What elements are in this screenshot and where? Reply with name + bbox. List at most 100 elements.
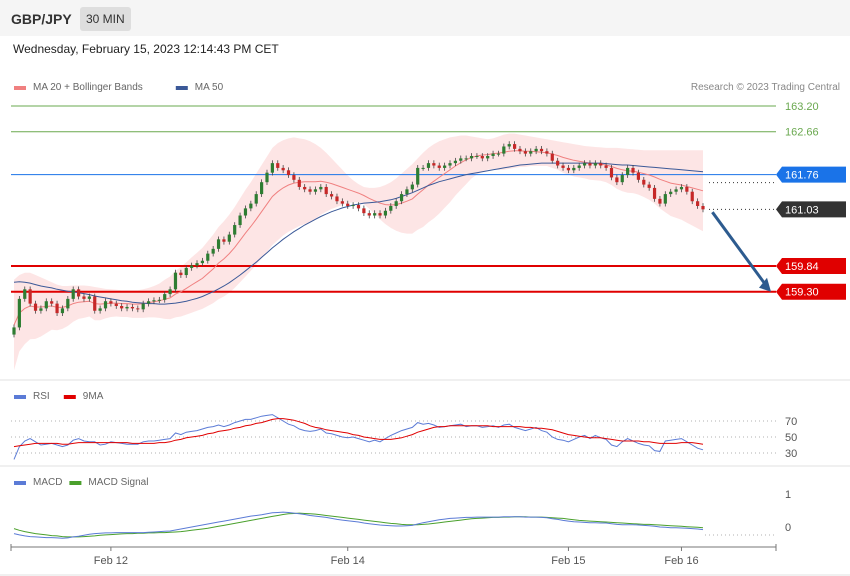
rsi-tick-label: 30 xyxy=(785,448,797,460)
timeframe-badge[interactable]: 30 MIN xyxy=(80,7,131,31)
candle xyxy=(12,327,16,335)
candle xyxy=(690,191,694,202)
macd-legend-swatch-1 xyxy=(69,481,82,485)
price-legend-swatch-0 xyxy=(14,86,26,90)
candle xyxy=(389,206,393,211)
candle xyxy=(577,165,581,168)
macd-tick-label: 0 xyxy=(785,522,791,534)
x-tick-label: Feb 12 xyxy=(94,555,128,567)
rsi-ma-line xyxy=(13,418,704,448)
candle xyxy=(620,175,624,183)
candle xyxy=(243,208,248,216)
level-label-current: 161.03 xyxy=(785,204,819,216)
candle xyxy=(491,153,495,156)
candle xyxy=(114,303,118,306)
candle xyxy=(98,308,102,311)
candle xyxy=(459,158,463,161)
candle xyxy=(426,163,431,168)
candle xyxy=(44,301,48,309)
candle xyxy=(87,296,91,299)
candle xyxy=(39,308,43,311)
macd-legend-label-0: MACD xyxy=(33,477,62,488)
candle xyxy=(582,163,587,166)
macd-tick-label: 1 xyxy=(785,489,791,501)
forecast-arrow xyxy=(711,211,769,288)
candle xyxy=(599,163,603,166)
candle xyxy=(227,234,231,242)
candle xyxy=(60,308,65,314)
bollinger-band xyxy=(14,133,703,371)
candle xyxy=(674,189,678,192)
forecast-arrow-head xyxy=(759,277,771,292)
level-tag-support xyxy=(776,258,846,274)
candle xyxy=(383,210,388,216)
candle xyxy=(66,298,70,309)
candle xyxy=(523,151,527,154)
candle xyxy=(313,189,318,192)
candle xyxy=(125,306,129,309)
candle xyxy=(152,300,156,302)
candle xyxy=(222,239,226,242)
candle xyxy=(281,167,285,171)
candle xyxy=(50,301,54,304)
candle xyxy=(270,163,274,173)
candle xyxy=(146,301,151,304)
candle xyxy=(216,239,221,249)
level-label-resistance: 162.66 xyxy=(785,127,819,139)
level-label-support: 159.30 xyxy=(785,287,819,299)
candle xyxy=(507,144,511,147)
candle xyxy=(593,163,597,166)
candle xyxy=(76,289,81,297)
level-label-support: 159.84 xyxy=(785,261,819,273)
top-bar: GBP/JPY 30 MIN xyxy=(0,0,850,36)
candle xyxy=(416,167,420,185)
candle xyxy=(701,206,705,210)
candle xyxy=(615,177,619,183)
price-legend-label-0: MA 20 + Bollinger Bands xyxy=(33,82,143,93)
rsi-legend-label-0: RSI xyxy=(33,391,50,402)
candle xyxy=(335,196,339,202)
candle xyxy=(190,265,194,268)
candle xyxy=(480,156,484,159)
rsi-legend-label-1: 9MA xyxy=(83,391,104,402)
candle xyxy=(351,205,355,207)
candle xyxy=(539,148,544,152)
candle xyxy=(556,160,560,166)
candle xyxy=(663,194,667,204)
candle xyxy=(82,296,86,299)
candle xyxy=(545,151,549,154)
candle xyxy=(550,153,554,161)
candle xyxy=(437,165,441,168)
candle xyxy=(669,191,673,195)
candle xyxy=(696,201,700,206)
candle xyxy=(636,172,641,180)
candle xyxy=(319,186,323,190)
candle xyxy=(394,201,398,206)
candle xyxy=(292,175,296,180)
candle xyxy=(405,189,409,195)
candle xyxy=(513,144,517,149)
candle xyxy=(588,163,592,166)
rsi-tick-label: 70 xyxy=(785,416,797,428)
candle xyxy=(206,253,210,261)
candle xyxy=(399,194,404,202)
candle xyxy=(448,163,452,166)
candle xyxy=(679,186,684,190)
timestamp: Wednesday, February 15, 2023 12:14:43 PM… xyxy=(13,42,279,56)
candle xyxy=(626,167,630,176)
candle xyxy=(141,303,145,310)
rsi-legend-swatch-1 xyxy=(63,395,76,399)
candle xyxy=(561,165,565,168)
candle xyxy=(23,289,27,299)
candle xyxy=(356,205,361,209)
macd-line xyxy=(13,511,704,539)
candle xyxy=(443,165,447,168)
instrument-title: GBP/JPY xyxy=(11,11,72,27)
candle xyxy=(329,194,334,197)
candle xyxy=(297,179,301,187)
level-tag-pivot xyxy=(776,166,846,183)
candle xyxy=(421,167,425,169)
candle xyxy=(469,156,474,159)
candle xyxy=(346,203,350,206)
